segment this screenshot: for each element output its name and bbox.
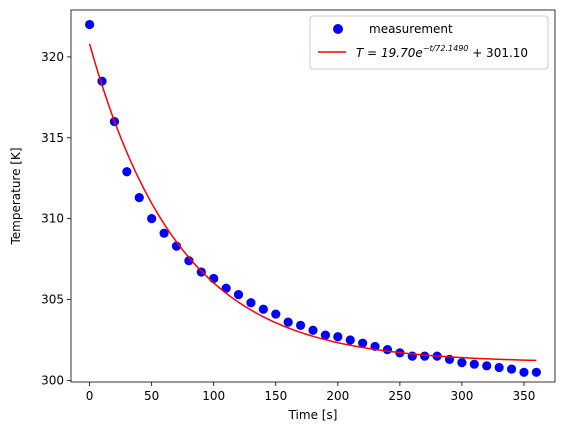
measurement-point: [271, 309, 281, 319]
measurement-point: [209, 273, 219, 284]
y-tick-label: 310: [41, 212, 64, 226]
measurement-point: [308, 325, 318, 335]
x-tick-label: 0: [86, 389, 94, 403]
legend-fit-suffix: + 301.10: [468, 46, 528, 60]
y-axis: 300 305 310 315 320: [41, 50, 71, 387]
measurement-point: [246, 298, 256, 308]
legend: measurement T = 19.70e−t/72.1490 + 301.1…: [309, 15, 549, 70]
legend-label-measurement: measurement: [369, 22, 453, 36]
measurement-point: [457, 357, 467, 368]
x-axis: 0 50 100 150 200 250 300 350: [86, 382, 536, 403]
measurement-point: [531, 367, 541, 377]
legend-box: [309, 15, 549, 70]
x-tick-label: 200: [326, 389, 349, 403]
plot-area: [71, 10, 555, 382]
x-tick-label: 350: [513, 389, 536, 403]
x-tick-label: 100: [202, 389, 225, 403]
measurement-point: [333, 332, 343, 342]
measurement-point: [233, 290, 244, 300]
measurement-point: [506, 364, 517, 374]
measurement-point: [283, 317, 293, 327]
legend-marker-measurement: [333, 24, 343, 34]
x-tick-label: 150: [264, 389, 287, 403]
measurement-point: [494, 362, 504, 373]
x-tick-label: 50: [144, 389, 159, 403]
legend-label-fit: T = 19.70e−t/72.1490 + 301.10: [356, 44, 528, 60]
y-tick-label: 320: [41, 50, 64, 64]
measurement-point: [258, 304, 268, 314]
measurement-point: [420, 351, 430, 361]
measurement-point: [134, 193, 144, 203]
y-axis-label: Temperature [K]: [9, 147, 23, 245]
legend-fit-prefix: T = 19.70e: [356, 46, 423, 60]
measurement-point: [122, 167, 132, 177]
measurement-point: [519, 367, 529, 377]
x-tick-label: 300: [450, 389, 473, 403]
legend-fit-exponent: −t/72.1490: [423, 44, 469, 53]
measurement-point: [345, 335, 355, 345]
y-tick-label: 305: [41, 293, 64, 307]
measurement-point: [382, 345, 393, 355]
measurement-point: [469, 359, 479, 369]
x-axis-label: Time [s]: [288, 408, 338, 422]
y-tick-label: 300: [41, 373, 64, 387]
measurement-point: [295, 320, 306, 330]
measurement-point: [159, 228, 169, 238]
measurement-point: [320, 330, 331, 340]
plot-frame: [70, 9, 556, 383]
measurement-point: [147, 214, 157, 224]
measurement-point: [358, 338, 368, 348]
y-tick-label: 315: [41, 131, 64, 145]
x-tick-label: 250: [388, 389, 411, 403]
measurement-point: [184, 256, 194, 266]
measurement-point: [85, 19, 95, 30]
measurement-point: [482, 361, 492, 371]
fit-curve: [88, 43, 537, 362]
